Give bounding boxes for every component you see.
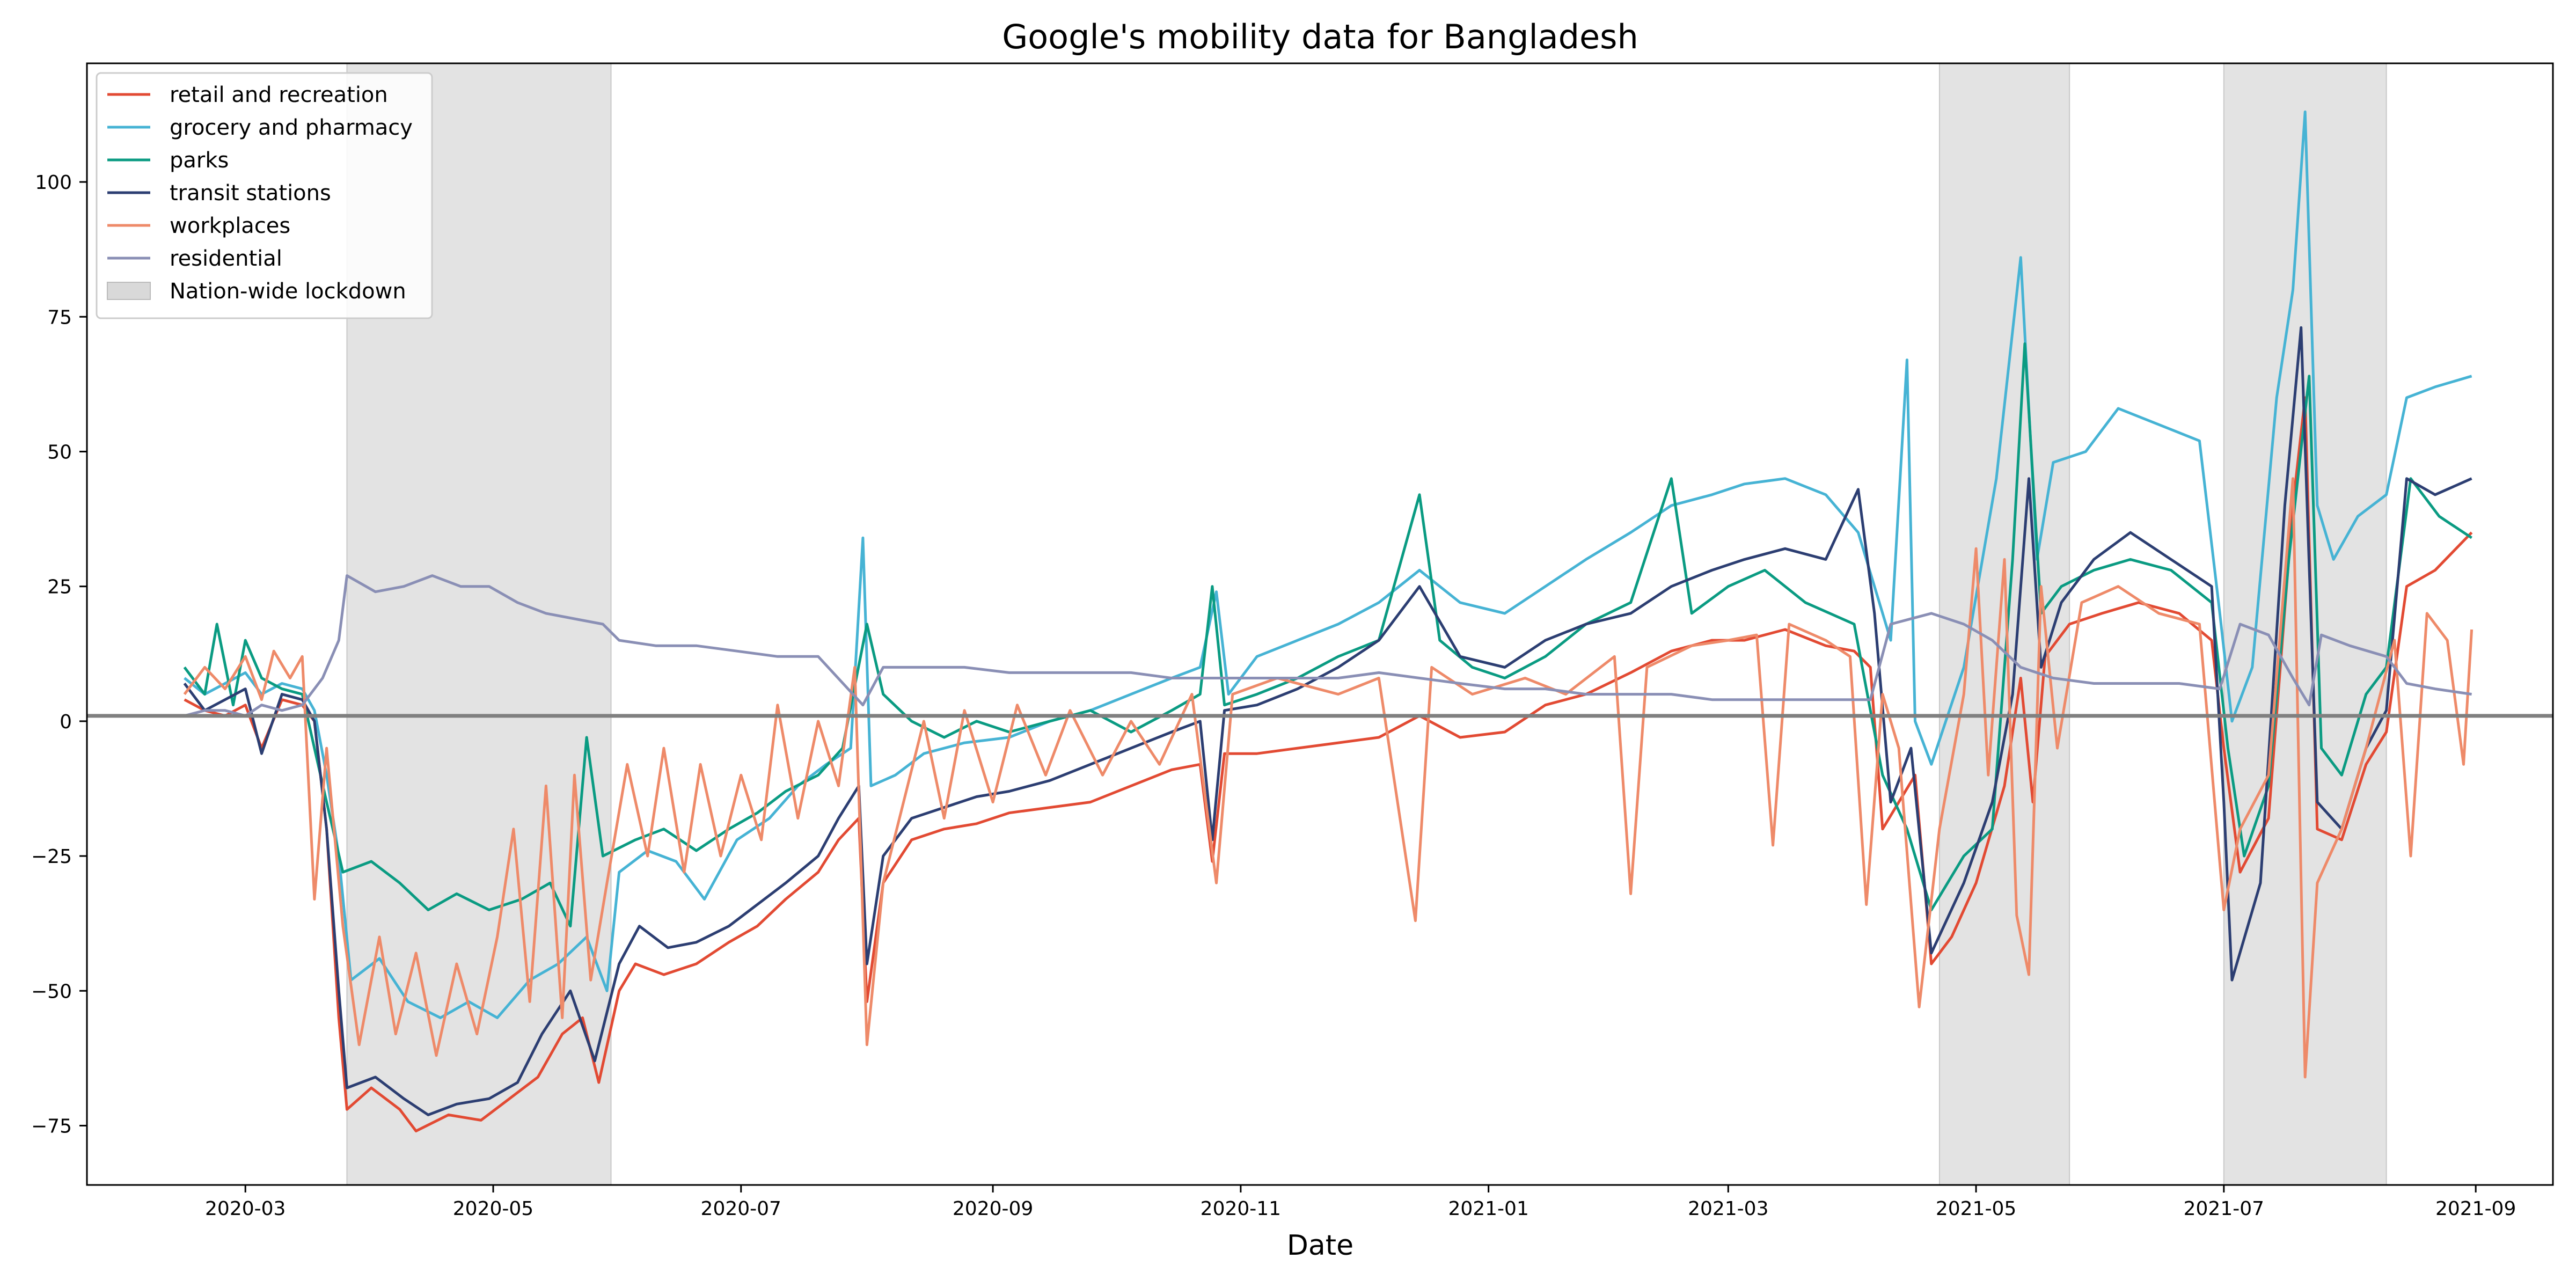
x-tick-label: 2020-07 [701, 1198, 781, 1220]
series-line-grocery-and-pharmacy [184, 110, 2472, 1019]
x-tick-label: 2020-05 [453, 1198, 533, 1220]
legend-entry-label: workplaces [170, 214, 290, 238]
x-tick-label: 2021-09 [2435, 1198, 2516, 1220]
x-tick-label: 2020-09 [953, 1198, 1033, 1220]
x-axis-label: Date [1287, 1230, 1353, 1262]
lockdown-band-2 [1938, 63, 2070, 1185]
legend-swatch [107, 282, 151, 300]
y-tick-label: 50 [47, 441, 72, 463]
y-tick-label: −50 [31, 980, 72, 1002]
series-line-workplaces [183, 477, 2473, 1079]
legend-entry-label: residential [170, 246, 282, 271]
x-tick-label: 2021-07 [2184, 1198, 2264, 1220]
y-axis: −75 −50 −25 0 25 50 75 100 [31, 172, 87, 1137]
y-tick-label: −75 [31, 1115, 72, 1137]
legend-box [96, 72, 433, 319]
series-lines [183, 110, 2473, 1132]
legend-entry-label: grocery and pharmacy [170, 115, 413, 140]
legend-entry-label: transit stations [170, 181, 331, 206]
y-tick-label: 100 [35, 172, 72, 194]
series-line-residential [184, 574, 2472, 718]
legend-entry-label: retail and recreation [170, 83, 388, 107]
legend: retail and recreation grocery and pharmac… [96, 72, 433, 319]
y-tick-label: 25 [47, 576, 72, 598]
chart-title: Google's mobility data for Bangladesh [1002, 17, 1638, 56]
x-tick-label: 2021-05 [1936, 1198, 2016, 1220]
legend-entry-label: Nation-wide lockdown [170, 279, 406, 304]
plot-frame [86, 62, 2554, 1186]
legend-entry-label: parks [170, 148, 229, 173]
x-tick-label: 2020-11 [1201, 1198, 1281, 1220]
y-tick-label: 75 [47, 306, 72, 328]
series-line-retail-and-recreation [184, 396, 2473, 1132]
series-line-transit-stations [183, 326, 2472, 1116]
lockdown-band-3 [2223, 63, 2387, 1185]
x-axis: 2020-03 2020-05 2020-07 2020-09 2020-11 2021-… [205, 1185, 2516, 1220]
x-tick-label: 2021-03 [1688, 1198, 1768, 1220]
y-tick-label: −25 [31, 846, 72, 868]
x-tick-label: 2020-03 [205, 1198, 286, 1220]
lockdown-shading [346, 63, 2387, 1185]
y-tick-label: 0 [60, 711, 72, 733]
series-line-parks [183, 342, 2472, 928]
x-tick-label: 2021-01 [1448, 1198, 1528, 1220]
